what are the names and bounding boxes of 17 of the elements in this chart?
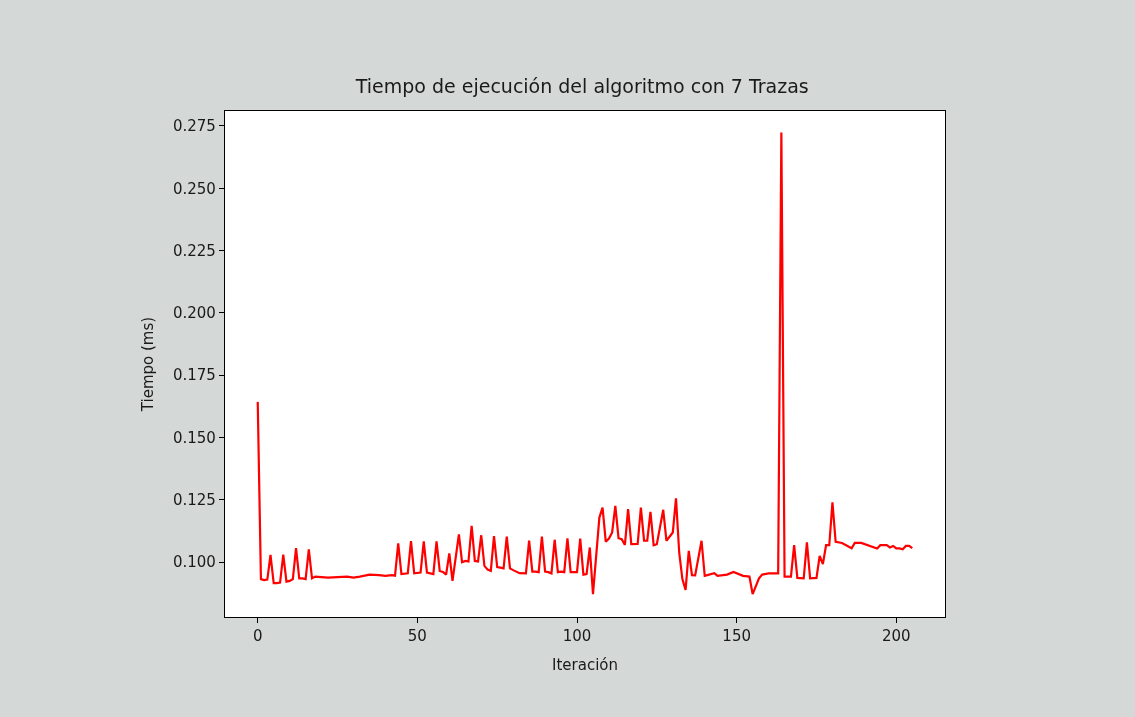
y-tick-label: 0.225 [172, 241, 216, 260]
x-tick-label: 100 [562, 627, 592, 646]
x-tick-label: 50 [407, 627, 427, 646]
x-tick-label: 200 [881, 627, 911, 646]
y-tick-label: 0.250 [172, 179, 216, 198]
x-tick-label: 150 [722, 627, 751, 646]
y-tick-label: 0.200 [172, 304, 216, 323]
y-tick-label: 0.100 [172, 553, 216, 572]
y-tick-label: 0.150 [172, 428, 216, 447]
x-tick-label: 0 [252, 627, 263, 646]
chart-title: Tiempo de ejecución del algoritmo con 7 Trazas [354, 75, 809, 98]
y-axis-title: Tiempo (ms) [139, 316, 158, 413]
x-axis-title: Iteración [552, 656, 618, 675]
y-tick-label: 0.275 [172, 117, 216, 136]
y-tick-label: 0.175 [172, 366, 216, 385]
line-series [256, 131, 914, 596]
y-tick-label: 0.125 [172, 491, 216, 510]
